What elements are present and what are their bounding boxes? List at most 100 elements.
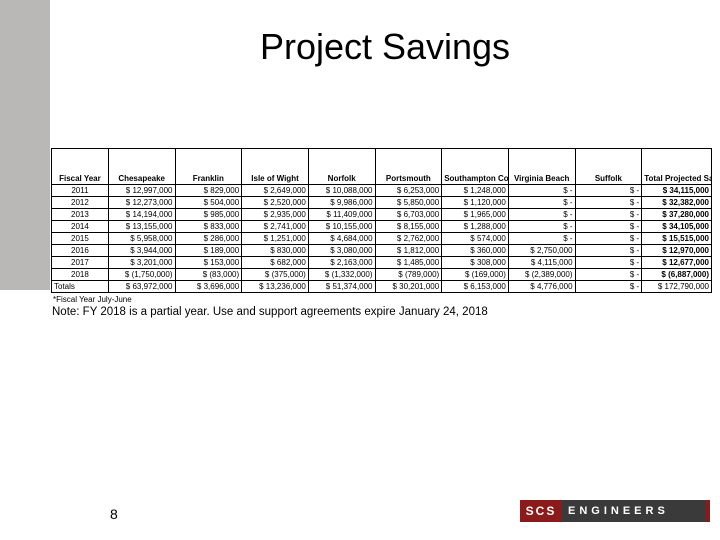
fy-cell: 2017: [52, 257, 109, 269]
fy-cell: 2018: [52, 269, 109, 281]
data-cell: $ -: [575, 233, 642, 245]
data-cell: $ -: [575, 245, 642, 257]
totals-cell: $ 172,790,000: [642, 281, 712, 293]
data-cell: $ 4,684,000: [308, 233, 375, 245]
data-cell: $ 5,958,000: [108, 233, 175, 245]
table-row: 2018$ (1,750,000)$ (83,000)$ (375,000)$ …: [52, 269, 712, 281]
data-cell: $ (1,332,000): [308, 269, 375, 281]
column-header: Norfolk: [308, 149, 375, 185]
data-cell: $ 1,248,000: [442, 185, 509, 197]
data-cell: $ 1,812,000: [375, 245, 442, 257]
data-cell: $ 1,120,000: [442, 197, 509, 209]
data-cell: $ 10,088,000: [308, 185, 375, 197]
column-header: Franklin: [175, 149, 242, 185]
fy-cell: 2013: [52, 209, 109, 221]
total-cell: $ 12,677,000: [642, 257, 712, 269]
data-cell: $ (83,000): [175, 269, 242, 281]
data-cell: $ 286,000: [175, 233, 242, 245]
data-cell: $ 5,850,000: [375, 197, 442, 209]
data-cell: $ 8,155,000: [375, 221, 442, 233]
totals-cell: $ 63,972,000: [108, 281, 175, 293]
data-cell: $ 1,965,000: [442, 209, 509, 221]
data-cell: $ 3,944,000: [108, 245, 175, 257]
logo: SCS ENGINEERS: [520, 500, 710, 522]
fy-cell: 2016: [52, 245, 109, 257]
table-row: 2015$ 5,958,000$ 286,000$ 1,251,000$ 4,6…: [52, 233, 712, 245]
total-cell: $ (6,887,000): [642, 269, 712, 281]
data-cell: $ (789,000): [375, 269, 442, 281]
slide-note: Note: FY 2018 is a partial year. Use and…: [52, 306, 488, 318]
data-cell: $ -: [575, 257, 642, 269]
data-cell: $ (169,000): [442, 269, 509, 281]
data-cell: $ 14,194,000: [108, 209, 175, 221]
data-cell: $ -: [508, 221, 575, 233]
data-cell: $ 3,201,000: [108, 257, 175, 269]
data-cell: $ 9,986,000: [308, 197, 375, 209]
totals-cell: $ 3,696,000: [175, 281, 242, 293]
table-row: 2013$ 14,194,000$ 985,000$ 2,935,000$ 11…: [52, 209, 712, 221]
totals-cell: $ 4,776,000: [508, 281, 575, 293]
table-row: 2014$ 13,155,000$ 833,000$ 2,741,000$ 10…: [52, 221, 712, 233]
page-number: 8: [110, 506, 118, 522]
data-cell: $ 2,935,000: [242, 209, 309, 221]
data-cell: $ (375,000): [242, 269, 309, 281]
data-cell: $ 189,000: [175, 245, 242, 257]
data-cell: $ 12,997,000: [108, 185, 175, 197]
totals-cell: $ -: [575, 281, 642, 293]
data-cell: $ -: [575, 221, 642, 233]
data-cell: $ 830,000: [242, 245, 309, 257]
table-header-row: Fiscal YearChesapeakeFranklinIsle of Wig…: [52, 149, 712, 185]
column-header: Southampton County: [442, 149, 509, 185]
data-cell: $ 12,273,000: [108, 197, 175, 209]
logo-left: SCS: [520, 500, 562, 522]
totals-cell: $ 6,153,000: [442, 281, 509, 293]
fy-cell: 2012: [52, 197, 109, 209]
totals-cell: $ 30,201,000: [375, 281, 442, 293]
column-header: Portsmouth: [375, 149, 442, 185]
table-footnote: *Fiscal Year July-June: [51, 295, 712, 304]
data-cell: $ -: [508, 209, 575, 221]
logo-cap: [706, 500, 710, 522]
data-cell: $ -: [508, 185, 575, 197]
totals-row: Totals$ 63,972,000$ 3,696,000$ 13,236,00…: [52, 281, 712, 293]
data-cell: $ 2,163,000: [308, 257, 375, 269]
data-cell: $ 6,253,000: [375, 185, 442, 197]
totals-label: Totals: [52, 281, 109, 293]
data-cell: $ -: [575, 269, 642, 281]
total-cell: $ 32,382,000: [642, 197, 712, 209]
data-cell: $ 1,288,000: [442, 221, 509, 233]
total-cell: $ 12,970,000: [642, 245, 712, 257]
total-cell: $ 34,115,000: [642, 185, 712, 197]
data-cell: $ 1,251,000: [242, 233, 309, 245]
column-header: Virginia Beach: [508, 149, 575, 185]
data-cell: $ 574,000: [442, 233, 509, 245]
data-cell: $ 682,000: [242, 257, 309, 269]
table-row: 2017$ 3,201,000$ 153,000$ 682,000$ 2,163…: [52, 257, 712, 269]
column-header: Chesapeake: [108, 149, 175, 185]
logo-right: ENGINEERS: [562, 500, 706, 522]
data-cell: $ 13,155,000: [108, 221, 175, 233]
data-cell: $ 504,000: [175, 197, 242, 209]
data-cell: $ -: [575, 185, 642, 197]
column-header: Suffolk: [575, 149, 642, 185]
data-cell: $ -: [575, 197, 642, 209]
data-cell: $ -: [508, 233, 575, 245]
totals-cell: $ 51,374,000: [308, 281, 375, 293]
data-cell: $ 2,649,000: [242, 185, 309, 197]
data-cell: $ 6,703,000: [375, 209, 442, 221]
data-cell: $ 2,750,000: [508, 245, 575, 257]
data-cell: $ 2,520,000: [242, 197, 309, 209]
data-cell: $ 360,000: [442, 245, 509, 257]
data-cell: $ 10,155,000: [308, 221, 375, 233]
total-cell: $ 37,280,000: [642, 209, 712, 221]
table-row: 2016$ 3,944,000$ 189,000$ 830,000$ 3,080…: [52, 245, 712, 257]
fy-cell: 2011: [52, 185, 109, 197]
data-cell: $ 2,741,000: [242, 221, 309, 233]
data-cell: $ 833,000: [175, 221, 242, 233]
table-row: 2012$ 12,273,000$ 504,000$ 2,520,000$ 9,…: [52, 197, 712, 209]
data-cell: $ 4,115,000: [508, 257, 575, 269]
data-cell: $ -: [508, 197, 575, 209]
savings-table: Fiscal YearChesapeakeFranklinIsle of Wig…: [51, 148, 712, 293]
slide-title: Project Savings: [0, 26, 720, 68]
data-cell: $ 308,000: [442, 257, 509, 269]
